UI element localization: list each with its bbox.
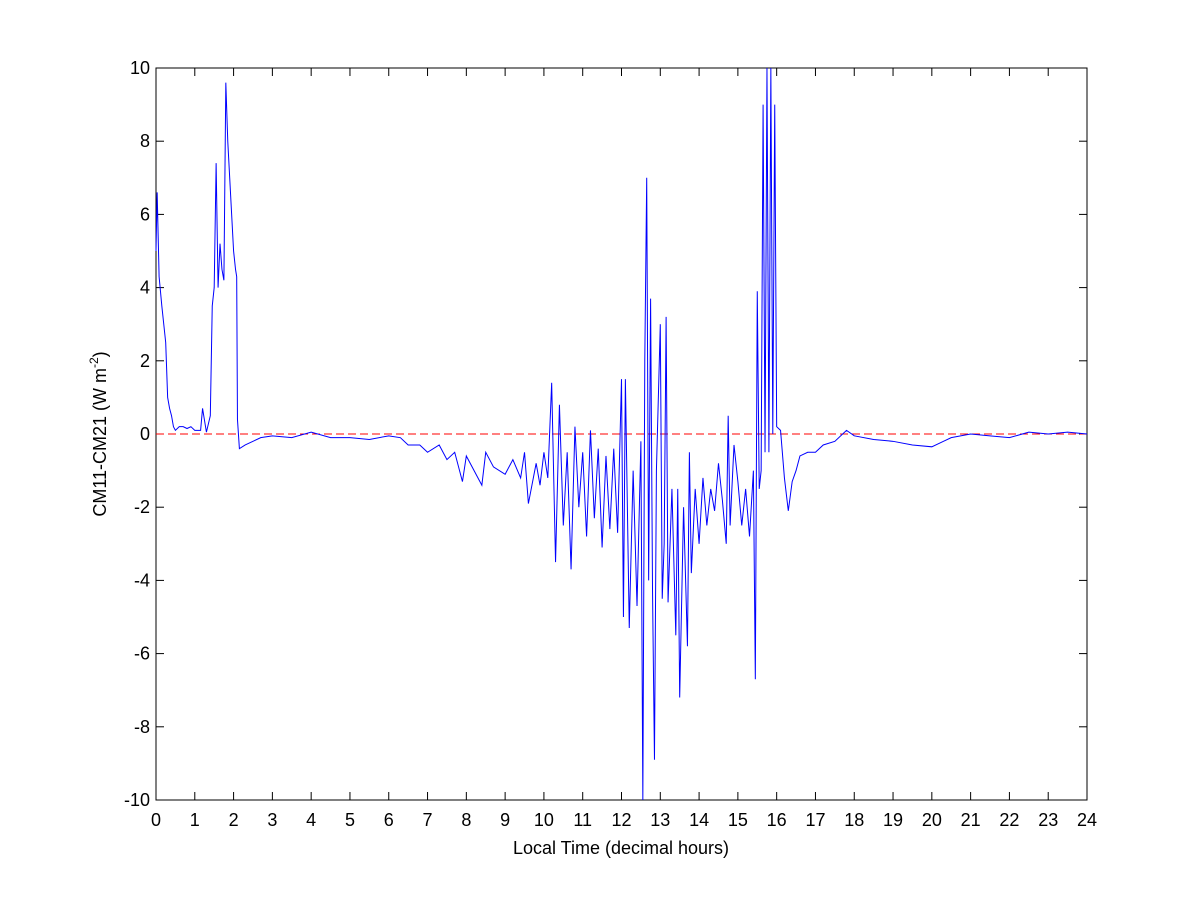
y-tick-label: -10 (124, 790, 150, 810)
x-tick-label: 1 (190, 810, 200, 830)
y-tick-label: -4 (134, 570, 150, 590)
y-label-text: CM11-CM21 (W m (90, 368, 110, 517)
x-tick-label: 17 (805, 810, 825, 830)
x-tick-label: 5 (345, 810, 355, 830)
x-tick-label: 23 (1038, 810, 1058, 830)
x-tick-label: 14 (689, 810, 709, 830)
x-tick-label: 10 (534, 810, 554, 830)
y-tick-label: 10 (130, 58, 150, 78)
x-tick-label: 19 (883, 810, 903, 830)
x-tick-label: 0 (151, 810, 161, 830)
x-tick-label: 8 (461, 810, 471, 830)
y-label-end: ) (90, 351, 110, 357)
x-tick-label: 7 (423, 810, 433, 830)
y-label-superscript: -2 (87, 357, 101, 368)
y-tick-label: 6 (140, 204, 150, 224)
x-tick-label: 2 (229, 810, 239, 830)
data-line (155, 67, 1088, 801)
x-tick-label: 18 (844, 810, 864, 830)
x-tick-label: 4 (306, 810, 316, 830)
x-tick-label: 3 (267, 810, 277, 830)
y-tick-label: -2 (134, 497, 150, 517)
x-tick-label: 16 (767, 810, 787, 830)
x-tick-label: 9 (500, 810, 510, 830)
y-axis-label: CM11-CM21 (W m-2) (87, 351, 110, 516)
x-tick-label: 22 (999, 810, 1019, 830)
y-tick-label: 8 (140, 131, 150, 151)
x-tick-label: 21 (961, 810, 981, 830)
x-tick-label: 15 (728, 810, 748, 830)
y-tick-label: -6 (134, 644, 150, 664)
y-tick-label: 4 (140, 278, 150, 298)
x-tick-label: 11 (573, 810, 592, 830)
x-tick-label: 6 (384, 810, 394, 830)
x-axis-label: Local Time (decimal hours) (513, 838, 729, 858)
y-tick-label: -8 (134, 717, 150, 737)
x-tick-label: 13 (650, 810, 670, 830)
y-tick-label: 2 (140, 351, 150, 371)
x-tick-label: 20 (922, 810, 942, 830)
x-tick-label: 12 (611, 810, 631, 830)
y-tick-label: 0 (140, 424, 150, 444)
x-tick-label: 24 (1077, 810, 1097, 830)
